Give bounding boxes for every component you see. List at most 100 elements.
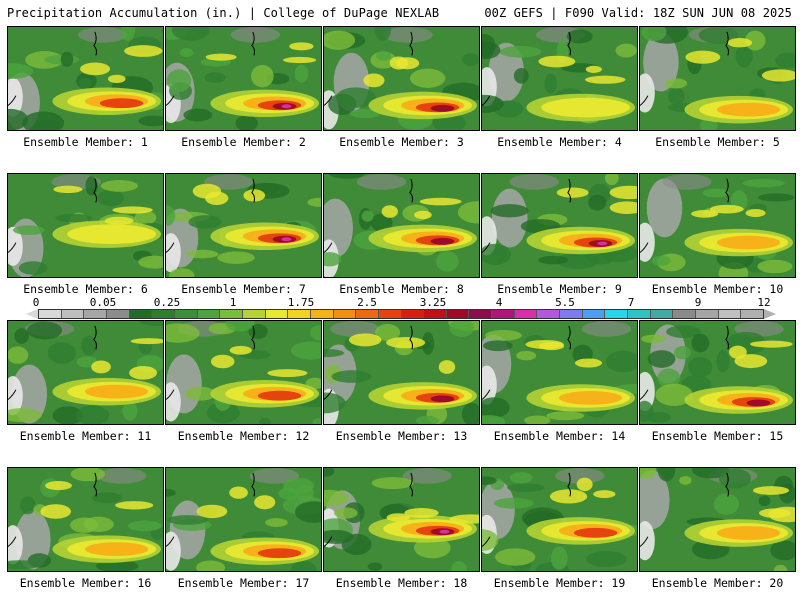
boundary-outline bbox=[8, 389, 17, 400]
precip-contour bbox=[666, 325, 701, 338]
ensemble-panel-8 bbox=[323, 173, 480, 278]
precip-contour bbox=[461, 53, 479, 67]
ensemble-member-label: Ensemble Member: 16 bbox=[19, 576, 152, 590]
colorbar-tick-label: 7 bbox=[627, 296, 635, 309]
precip-contour bbox=[324, 30, 356, 50]
lake-michigan-outline bbox=[725, 31, 730, 56]
precip-contour bbox=[361, 210, 374, 222]
dry-region bbox=[97, 468, 147, 484]
boundary-outline bbox=[640, 95, 649, 106]
lake-michigan-outline bbox=[93, 325, 98, 350]
dry-region bbox=[640, 222, 655, 262]
ensemble-panel-11 bbox=[7, 320, 164, 425]
colorbar-swatch bbox=[650, 310, 674, 318]
precip-contour bbox=[309, 324, 321, 341]
precip-contour bbox=[482, 41, 501, 60]
dry-region bbox=[402, 468, 452, 484]
precip-contour bbox=[14, 328, 30, 344]
ensemble-panel-16 bbox=[7, 467, 164, 572]
lake-michigan-outline bbox=[567, 178, 572, 203]
precip-contour bbox=[727, 37, 753, 48]
precip-contour bbox=[609, 201, 637, 214]
precip-contour bbox=[294, 64, 309, 83]
precip-contour bbox=[138, 255, 163, 269]
precip-contour bbox=[609, 185, 637, 200]
dry-region bbox=[166, 233, 181, 273]
precip-contour bbox=[22, 111, 65, 130]
precip-band bbox=[541, 97, 631, 118]
precip-contour bbox=[204, 72, 226, 83]
precip-contour bbox=[549, 489, 588, 504]
ensemble-panel-12 bbox=[165, 320, 322, 425]
precip-contour bbox=[757, 193, 795, 202]
precip-contour bbox=[166, 515, 208, 525]
colorbar-swatch bbox=[718, 310, 742, 318]
precip-contour bbox=[186, 249, 219, 259]
ensemble-panel-18 bbox=[323, 467, 480, 572]
precip-contour bbox=[566, 29, 593, 44]
precip-contour bbox=[718, 468, 751, 489]
ensemble-member-label: Ensemble Member: 9 bbox=[497, 282, 622, 296]
precip-band bbox=[573, 527, 618, 538]
precip-field-map bbox=[324, 27, 479, 130]
precip-band bbox=[559, 391, 623, 405]
precip-contour bbox=[386, 513, 410, 522]
precip-contour bbox=[229, 345, 252, 355]
ensemble-panel-17 bbox=[165, 467, 322, 572]
lake-michigan-outline bbox=[409, 31, 414, 56]
precip-contour bbox=[225, 321, 255, 332]
precip-contour bbox=[47, 342, 77, 364]
colorbar-swatch bbox=[288, 310, 311, 318]
precip-contour bbox=[60, 51, 74, 67]
precip-contour bbox=[451, 561, 467, 571]
precip-band bbox=[85, 384, 149, 399]
lake-michigan-outline bbox=[409, 472, 414, 497]
precip-contour bbox=[735, 44, 753, 68]
precip-contour bbox=[744, 30, 766, 51]
dry-region bbox=[166, 531, 181, 571]
dry-region bbox=[330, 321, 380, 337]
precip-contour bbox=[91, 360, 111, 374]
precip-contour bbox=[386, 336, 426, 349]
colorbar-swatch bbox=[61, 310, 85, 318]
ensemble-panel-4 bbox=[481, 26, 638, 131]
precip-max bbox=[430, 237, 455, 245]
precip-contour bbox=[641, 27, 667, 42]
precip-contour bbox=[556, 187, 589, 198]
ensemble-member-label: Ensemble Member: 6 bbox=[23, 282, 148, 296]
boundary-outline bbox=[8, 95, 17, 106]
precip-contour bbox=[205, 53, 237, 61]
precip-contour bbox=[349, 108, 381, 119]
precip-contour bbox=[576, 477, 593, 492]
dry-region bbox=[8, 525, 23, 565]
precip-contour bbox=[258, 417, 271, 424]
precip-contour bbox=[702, 188, 730, 198]
precip-contour bbox=[348, 333, 382, 347]
precip-contour bbox=[585, 65, 602, 73]
colorbar-swatch bbox=[582, 310, 606, 318]
precip-contour bbox=[381, 205, 398, 218]
precip-contour bbox=[184, 386, 217, 401]
ensemble-panel-13 bbox=[323, 320, 480, 425]
precip-contour bbox=[574, 358, 603, 368]
precip-contour bbox=[235, 115, 258, 130]
lake-michigan-outline bbox=[251, 325, 256, 350]
boundary-outline bbox=[324, 242, 333, 253]
precip-contour bbox=[138, 115, 163, 127]
lake-michigan-outline bbox=[725, 472, 730, 497]
ensemble-panel-1 bbox=[7, 26, 164, 131]
ensemble-panel-2 bbox=[165, 26, 322, 131]
boundary-outline bbox=[482, 242, 491, 253]
precip-contour bbox=[312, 418, 321, 424]
precip-contour bbox=[127, 520, 162, 532]
dry-region bbox=[491, 188, 528, 248]
precip-contour bbox=[12, 225, 45, 235]
colorbar-tick-label: 1.75 bbox=[287, 296, 315, 309]
ensemble-member-label: Ensemble Member: 11 bbox=[19, 429, 152, 443]
precip-contour bbox=[374, 324, 401, 341]
precip-contour bbox=[482, 476, 497, 485]
precip-field-map bbox=[482, 468, 637, 571]
colorbar-max-arrow bbox=[764, 309, 776, 319]
dry-region bbox=[643, 32, 679, 92]
precip-contour bbox=[389, 56, 409, 70]
